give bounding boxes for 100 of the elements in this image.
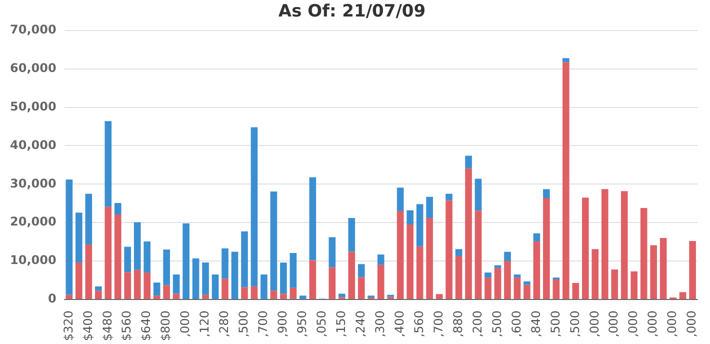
y-tick-label: 70,000 xyxy=(10,22,56,37)
x-tick-label: $560 xyxy=(120,310,134,342)
bar xyxy=(377,254,384,265)
bar xyxy=(465,168,472,299)
bar xyxy=(85,194,92,244)
bar xyxy=(650,245,657,299)
bar xyxy=(134,270,141,299)
x-tick-label: ,000 xyxy=(626,310,640,338)
bar xyxy=(484,278,492,299)
bar xyxy=(358,264,365,278)
x-tick-label: ,400 xyxy=(392,310,406,338)
bar xyxy=(270,191,278,291)
x-tick-label: ,560 xyxy=(412,310,426,338)
bar xyxy=(94,286,102,291)
bar xyxy=(455,256,462,299)
bar xyxy=(358,277,365,299)
bar xyxy=(543,198,550,299)
x-tick-label: ,280 xyxy=(217,310,232,338)
bar xyxy=(524,281,530,285)
bar xyxy=(562,62,570,299)
x-tick-label: ,000 xyxy=(178,310,192,338)
bar xyxy=(679,292,686,299)
y-tick-label: 20,000 xyxy=(10,214,56,229)
bar xyxy=(280,294,287,299)
bar xyxy=(104,121,112,207)
bar xyxy=(66,294,73,299)
bar xyxy=(328,267,336,299)
bar xyxy=(182,223,190,299)
bar xyxy=(640,208,648,299)
x-tick-label: ,700 xyxy=(431,310,446,338)
bar xyxy=(250,286,258,299)
x-tick-label: $320 xyxy=(61,310,76,342)
x-tick-label: ,500 xyxy=(490,310,504,338)
bar xyxy=(504,261,511,299)
x-tick-label: ,840 xyxy=(528,310,543,338)
x-tick-label: ,600 xyxy=(509,310,524,338)
bar xyxy=(474,210,482,299)
x-tick-label: ,000 xyxy=(606,310,621,338)
x-tick-label: ,950 xyxy=(295,310,310,338)
bar xyxy=(504,252,511,262)
bar xyxy=(280,262,287,294)
bar xyxy=(601,189,608,299)
bar xyxy=(163,285,170,299)
bar xyxy=(172,294,180,299)
y-tick-label: 10,000 xyxy=(10,253,56,268)
bar xyxy=(446,200,452,299)
x-tick-label: $400 xyxy=(80,310,95,342)
x-tick-label: ,880 xyxy=(450,310,465,338)
x-tick-label: ,120 xyxy=(198,310,212,338)
bar xyxy=(231,252,238,299)
bar xyxy=(124,272,132,299)
bar xyxy=(377,264,384,299)
bar xyxy=(124,246,132,272)
bar xyxy=(309,177,316,260)
bar xyxy=(202,294,209,299)
bar xyxy=(76,212,82,263)
bar xyxy=(114,214,122,299)
bar xyxy=(592,249,599,299)
x-tick-label: ,000 xyxy=(587,310,602,338)
bar xyxy=(250,127,258,286)
bar xyxy=(328,237,336,268)
chart-title: As Of: 21/07/09 xyxy=(278,2,426,22)
bar xyxy=(94,290,102,299)
bar xyxy=(465,156,472,168)
bar xyxy=(524,284,530,299)
bar xyxy=(543,189,550,198)
x-tick-label: $480 xyxy=(100,310,114,342)
bar xyxy=(290,288,297,299)
bar xyxy=(222,278,228,299)
bar xyxy=(153,282,160,296)
bar xyxy=(436,294,443,299)
bar xyxy=(533,233,540,242)
y-tick-label: 40,000 xyxy=(10,138,56,152)
x-tick-label: ,000 xyxy=(684,310,699,338)
bar xyxy=(455,249,462,256)
bar xyxy=(348,252,356,299)
bar xyxy=(144,241,151,273)
bar xyxy=(406,224,414,299)
bar xyxy=(144,272,151,299)
bar xyxy=(114,202,122,215)
bar xyxy=(270,290,278,299)
bar xyxy=(582,198,589,299)
y-tick-label: 50,000 xyxy=(10,99,56,114)
bar xyxy=(474,178,482,211)
bar xyxy=(514,274,521,278)
bar xyxy=(338,294,346,298)
x-tick-label: $640 xyxy=(139,310,154,342)
bar xyxy=(134,222,141,270)
bar xyxy=(446,194,452,200)
bar xyxy=(202,262,209,295)
x-tick-label: ,240 xyxy=(354,310,368,338)
bar xyxy=(163,249,170,286)
bar xyxy=(552,279,560,299)
bar xyxy=(172,274,180,294)
bar xyxy=(396,188,404,212)
x-tick-label: ,700 xyxy=(256,310,270,338)
bar xyxy=(660,238,667,299)
bar xyxy=(533,241,540,299)
bar xyxy=(611,269,618,299)
bar xyxy=(406,210,414,225)
